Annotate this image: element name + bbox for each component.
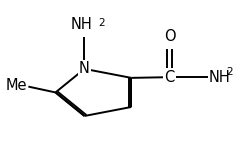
Text: NH: NH — [208, 70, 230, 85]
Text: 2: 2 — [98, 18, 104, 28]
Text: 2: 2 — [225, 67, 232, 77]
Text: N: N — [79, 61, 90, 76]
Text: C: C — [164, 70, 174, 85]
Text: Me: Me — [6, 78, 27, 93]
Text: O: O — [163, 29, 175, 44]
Text: NH: NH — [71, 17, 92, 32]
